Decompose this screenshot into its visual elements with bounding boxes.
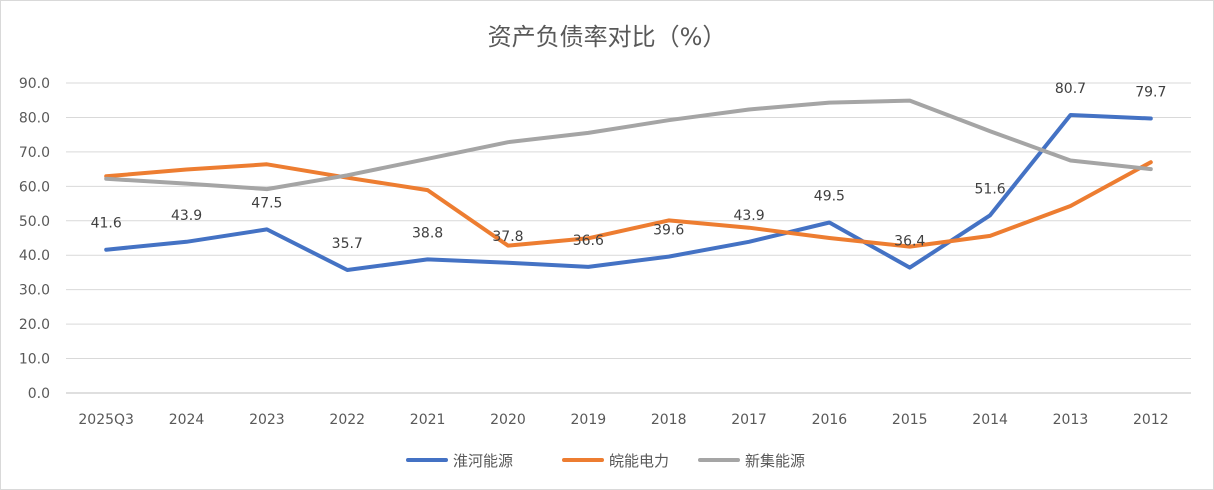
chart-title: 资产负债率对比（%）: [488, 23, 727, 51]
series-lines: [104, 98, 1153, 272]
y-tick-label: 60.0: [19, 179, 50, 195]
data-label: 51.6: [975, 181, 1006, 197]
x-tick-label: 2021: [410, 412, 446, 428]
legend-label: 淮河能源: [453, 452, 513, 470]
x-tick-label: 2023: [249, 412, 285, 428]
y-tick-label: 0.0: [28, 386, 50, 402]
x-tick-label: 2025Q3: [78, 412, 134, 428]
data-label: 37.8: [492, 229, 523, 245]
y-tick-label: 20.0: [19, 317, 50, 333]
series-line: [104, 160, 1153, 249]
x-tick-label: 2013: [1053, 412, 1089, 428]
legend-label: 新集能源: [745, 452, 805, 470]
x-tick-label: 2012: [1133, 412, 1169, 428]
legend-item: 皖能电力: [562, 452, 669, 470]
series-line: [104, 98, 1153, 192]
y-tick-label: 70.0: [19, 145, 50, 161]
x-tick-label: 2017: [731, 412, 767, 428]
legend-item: 淮河能源: [406, 452, 513, 470]
series-line: [104, 113, 1153, 272]
x-tick-label: 2016: [812, 412, 848, 428]
x-axis-ticks: 2025Q3 2024 2023 2022 2021 2020 2019 2018 2017 20…: [78, 412, 1168, 428]
data-label: 35.7: [332, 236, 363, 252]
x-tick-label: 2020: [490, 412, 526, 428]
gridlines: [66, 82, 1191, 394]
legend-item: 新集能源: [698, 452, 805, 470]
x-tick-label: 2019: [571, 412, 607, 428]
x-tick-label: 2018: [651, 412, 687, 428]
y-tick-label: 40.0: [19, 248, 50, 264]
legend-label: 皖能电力: [609, 452, 669, 470]
data-label: 47.5: [251, 195, 282, 211]
y-tick-label: 10.0: [19, 352, 50, 368]
data-labels: 41.6 43.9 47.5 35.7 38.8 37.8 36.6 39.6 43.9 49.5…: [91, 81, 1167, 252]
legend: 淮河能源 皖能电力 新集能源: [406, 452, 805, 470]
data-label: 36.4: [894, 234, 925, 250]
data-label: 79.7: [1135, 84, 1166, 100]
data-label: 41.6: [91, 216, 122, 232]
data-label: 38.8: [412, 225, 443, 241]
y-tick-label: 30.0: [19, 283, 50, 299]
data-label: 49.5: [814, 189, 845, 205]
x-tick-label: 2024: [169, 412, 205, 428]
data-label: 39.6: [653, 223, 684, 239]
y-tick-label: 80.0: [19, 110, 50, 126]
x-tick-label: 2022: [329, 412, 365, 428]
x-tick-label: 2015: [892, 412, 928, 428]
data-label: 43.9: [733, 208, 764, 224]
data-label: 36.6: [573, 233, 604, 249]
y-axis-ticks: 0.0 10.0 20.0 30.0 40.0 50.0 60.0 70.0 80.0 90.0: [19, 76, 50, 402]
x-tick-label: 2014: [972, 412, 1008, 428]
y-tick-label: 50.0: [19, 214, 50, 230]
data-label: 43.9: [171, 208, 202, 224]
data-label: 80.7: [1055, 81, 1086, 97]
y-tick-label: 90.0: [19, 76, 50, 92]
